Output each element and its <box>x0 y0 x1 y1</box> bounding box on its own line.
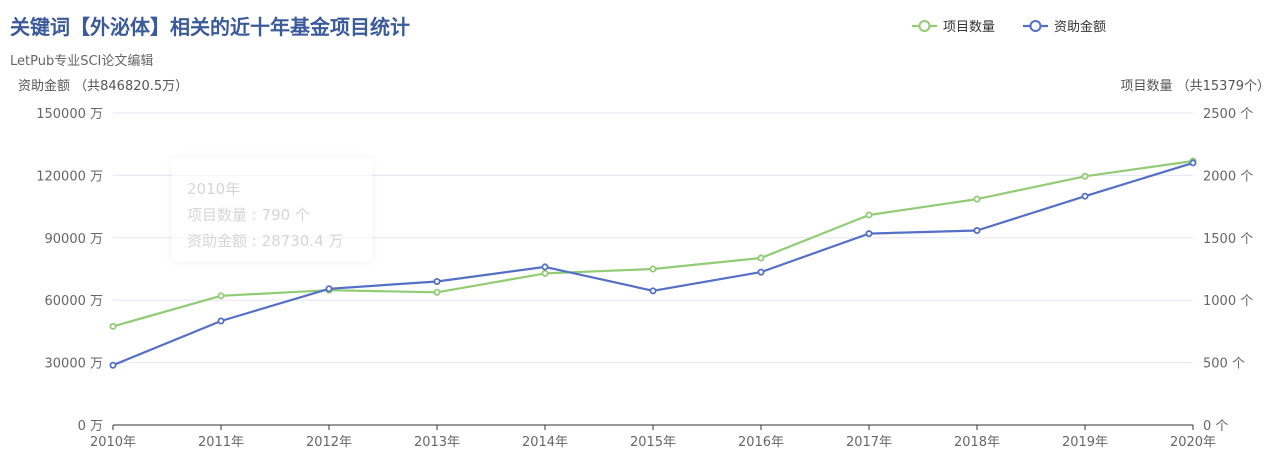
tooltip-title: 2010年 <box>187 180 241 198</box>
x-axis-tick-label: 2011年 <box>198 435 244 450</box>
data-point[interactable] <box>973 227 981 235</box>
x-axis-tick-label: 2018年 <box>954 435 1000 450</box>
series-layer <box>109 157 1197 369</box>
axis-layer: 0 万 30000 万 60000 万 90000 万 120000 万 150000 万… <box>36 107 1253 450</box>
data-point[interactable] <box>541 269 549 277</box>
x-axis-tick-label: 2013年 <box>414 435 460 450</box>
data-point[interactable] <box>649 265 657 273</box>
left-axis-tick-label: 120000 万 <box>36 169 103 184</box>
left-axis-tick-label: 150000 万 <box>36 107 103 122</box>
data-point[interactable] <box>433 277 441 285</box>
x-axis-tick-label: 2016年 <box>738 435 784 450</box>
data-point[interactable] <box>433 288 441 296</box>
data-point[interactable] <box>109 361 117 369</box>
legend-item-1[interactable]: 项目数量 <box>912 20 995 35</box>
data-point[interactable] <box>865 230 873 238</box>
data-point[interactable] <box>217 317 225 325</box>
right-axis-tick-label: 1000 个 <box>1203 294 1253 309</box>
tooltip-line-amount: 资助金额 : 28730.4 万 <box>187 232 344 250</box>
legend-item-2[interactable]: 资助金额 <box>1023 19 1106 35</box>
x-axis-tick-label: 2014年 <box>522 435 568 450</box>
data-point[interactable] <box>541 263 549 271</box>
left-axis-tick-label: 60000 万 <box>45 294 104 309</box>
x-axis-tick-label: 2015年 <box>630 435 676 450</box>
x-axis-tick-label: 2019年 <box>1062 435 1108 450</box>
data-point[interactable] <box>865 211 873 219</box>
data-point[interactable] <box>649 287 657 295</box>
chart-subtitle: LetPub专业SCI论文编辑 <box>10 54 153 69</box>
data-point[interactable] <box>973 195 981 203</box>
legend-label: 项目数量 <box>943 20 995 35</box>
left-axis-tick-label: 90000 万 <box>45 232 104 247</box>
right-axis-name: 项目数量 （共15379个） <box>1121 79 1271 94</box>
right-axis-tick-label: 2500 个 <box>1203 107 1253 122</box>
x-axis-tick-label: 2012年 <box>306 435 352 450</box>
data-point[interactable] <box>1081 172 1089 180</box>
data-point[interactable] <box>1081 192 1089 200</box>
x-axis-tick-label: 2017年 <box>846 435 892 450</box>
right-axis-tick-label: 2000 个 <box>1203 169 1253 184</box>
left-axis-tick-label: 30000 万 <box>45 357 104 372</box>
data-point[interactable] <box>757 268 765 276</box>
right-axis-tick-label: 0 个 <box>1203 419 1228 434</box>
x-axis-tick-label: 2010年 <box>90 435 136 450</box>
legend-circle-icon <box>918 20 931 32</box>
tooltip: 2010年 项目数量 : 790 个 资助金额 : 28730.4 万 <box>172 158 372 262</box>
data-point[interactable] <box>1189 159 1197 167</box>
data-point[interactable] <box>217 292 225 300</box>
right-axis-tick-label: 1500 个 <box>1203 232 1253 247</box>
right-axis-tick-label: 500 个 <box>1203 357 1245 372</box>
tooltip-line-count: 项目数量 : 790 个 <box>187 206 310 224</box>
left-axis-name: 资助金额 （共846820.5万） <box>18 78 188 94</box>
data-point[interactable] <box>109 322 117 330</box>
left-axis-tick-label: 0 万 <box>78 419 103 434</box>
chart-title: 关键词【外泌体】相关的近十年基金项目统计 <box>10 15 410 39</box>
data-point[interactable] <box>325 285 333 293</box>
data-point[interactable] <box>757 254 765 262</box>
legend[interactable]: 项目数量 资助金额 <box>912 19 1106 35</box>
legend-circle-icon <box>1029 20 1042 32</box>
x-axis-tick-label: 2020年 <box>1170 435 1216 450</box>
legend-label: 资助金额 <box>1054 19 1106 35</box>
